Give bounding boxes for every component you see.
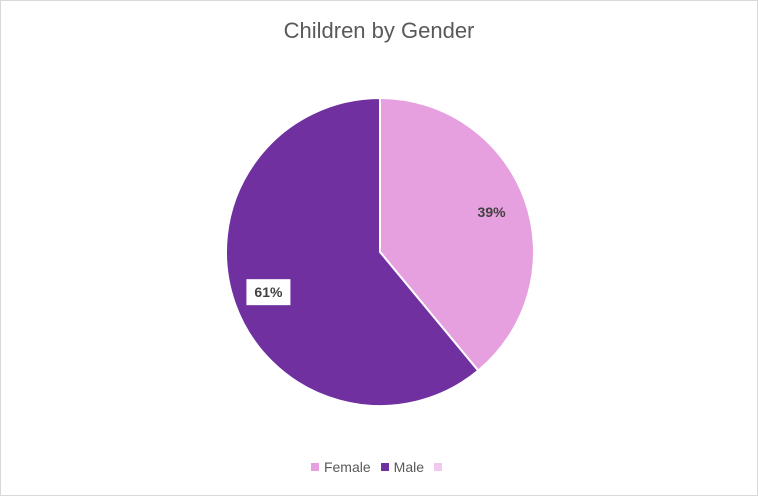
data-label-male: 61% bbox=[254, 284, 283, 300]
legend-swatch-male bbox=[380, 463, 389, 471]
legend-swatch-empty bbox=[434, 463, 443, 471]
legend-label-female: Female bbox=[323, 459, 371, 475]
legend-label-male: Male bbox=[393, 459, 425, 475]
chart-title: Children by Gender bbox=[283, 18, 475, 43]
legend-swatch-female bbox=[310, 463, 319, 471]
pie-slice-male bbox=[225, 96, 480, 407]
legend-item-female: Female bbox=[310, 459, 371, 475]
legend-item-empty bbox=[434, 463, 447, 471]
pie-slice-female bbox=[379, 96, 535, 373]
data-label-female: 39% bbox=[478, 204, 507, 220]
legend-item-male: Male bbox=[380, 459, 425, 475]
legend: Female Male bbox=[1, 459, 757, 475]
data-label-background-male bbox=[246, 279, 291, 306]
